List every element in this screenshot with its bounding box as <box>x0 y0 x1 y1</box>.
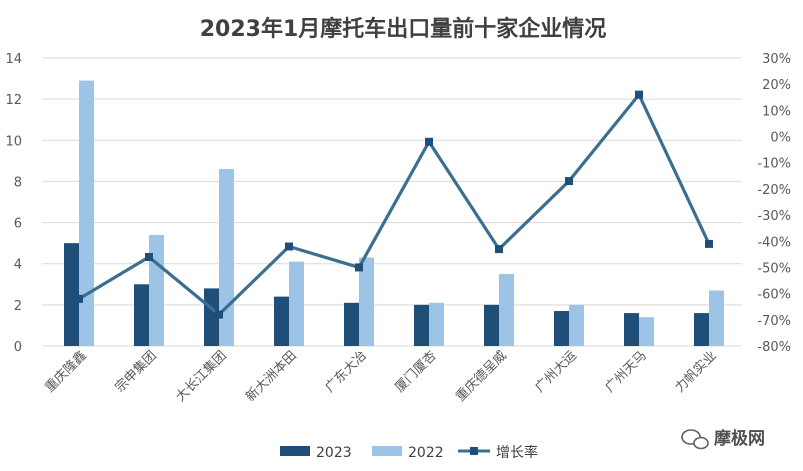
bar-2022 <box>289 261 304 346</box>
growth-rate-marker <box>635 90 643 99</box>
right-tick-label: 30% <box>762 52 791 67</box>
growth-rate-marker <box>145 252 153 261</box>
category-label: 重庆隆鑫 <box>42 348 90 396</box>
right-tick-label: -60% <box>757 288 791 303</box>
bar-2023 <box>554 311 569 346</box>
left-tick-label: 14 <box>5 52 22 67</box>
legend-marker-growth <box>470 447 478 455</box>
right-tick-label: -30% <box>757 209 791 224</box>
growth-rate-polyline <box>78 93 711 317</box>
bar-2022 <box>359 257 374 346</box>
right-tick-label: 10% <box>762 104 791 119</box>
growth-rate-marker <box>495 245 503 254</box>
growth-rate-marker <box>215 310 223 319</box>
bar-2022 <box>149 234 164 346</box>
growth-rate-line <box>75 90 713 319</box>
category-label: 广东大冶 <box>322 348 369 395</box>
bar-2022 <box>499 274 514 346</box>
bar-2023 <box>484 304 499 346</box>
legend-swatch-2023 <box>280 446 310 456</box>
right-tick-label: -10% <box>757 157 791 172</box>
bar-2022 <box>569 304 584 346</box>
category-label: 广州天马 <box>602 348 649 395</box>
left-tick-label: 2 <box>14 299 22 314</box>
wechat-icon <box>681 429 709 450</box>
right-tick-label: 20% <box>762 78 791 93</box>
right-tick-label: -40% <box>757 235 791 250</box>
category-label: 重庆德呈威 <box>453 348 510 405</box>
chart-title: 2023年1月摩托车出口量前十家企业情况 <box>200 16 607 42</box>
left-axis-ticks: 0 2 4 6 8 10 12 14 <box>5 52 22 355</box>
right-tick-label: 0% <box>770 131 791 146</box>
right-tick-label: -50% <box>757 261 791 276</box>
legend-label-growth: 增长率 <box>496 444 538 461</box>
left-tick-label: 8 <box>14 175 22 190</box>
right-axis-ticks: 30% 20% 10% 0% -10% -20% -30% -40% -50% -60% -70% -… <box>757 52 791 355</box>
bar-2023 <box>274 296 289 346</box>
legend-label-2023: 2023 <box>316 445 352 461</box>
right-tick-label: -80% <box>757 340 791 355</box>
category-label: 力帆实业 <box>672 348 719 395</box>
growth-rate-marker <box>355 263 363 272</box>
right-tick-label: -20% <box>757 183 791 198</box>
category-labels: 重庆隆鑫 宗申集团 大长江集团 新大洲本田 广东大冶 厦门厦杏 重庆德呈威 广州大运 广州天马力… <box>42 348 720 405</box>
watermark: 摩极网 <box>681 428 765 450</box>
growth-rate-marker <box>705 239 713 248</box>
bar-2022 <box>639 317 654 346</box>
watermark-text: 摩极网 <box>714 428 765 449</box>
bar-2022 <box>79 80 94 346</box>
category-label: 厦门厦杏 <box>392 348 439 395</box>
bar-2022 <box>429 302 444 346</box>
bar-2023 <box>344 302 359 346</box>
growth-rate-marker <box>75 294 83 303</box>
category-label: 宗申集团 <box>112 348 160 396</box>
bar-2023 <box>414 304 429 346</box>
left-tick-label: 12 <box>5 93 22 108</box>
left-tick-label: 0 <box>14 340 22 355</box>
right-tick-label: -70% <box>757 314 791 329</box>
growth-rate-marker <box>425 137 433 146</box>
bar-2023 <box>624 313 639 346</box>
growth-rate-marker <box>565 177 573 186</box>
legend-swatch-2022 <box>372 446 402 456</box>
bar-2022 <box>709 290 724 346</box>
bar-2022 <box>219 169 234 346</box>
left-tick-label: 10 <box>5 134 22 149</box>
legend: 2023 2022 增长率 <box>280 444 538 461</box>
bar-2023 <box>134 284 149 346</box>
left-tick-label: 4 <box>14 258 22 273</box>
legend-label-2022: 2022 <box>408 445 444 461</box>
category-label: 新大洲本田 <box>243 348 300 405</box>
growth-rate-marker <box>285 242 293 251</box>
left-tick-label: 6 <box>14 217 22 232</box>
bar-2023 <box>204 288 219 346</box>
category-label: 大长江集团 <box>173 348 230 405</box>
bars <box>64 80 724 346</box>
bar-2023 <box>64 243 79 346</box>
bar-2023 <box>694 313 709 346</box>
category-label: 广州大运 <box>532 348 579 395</box>
